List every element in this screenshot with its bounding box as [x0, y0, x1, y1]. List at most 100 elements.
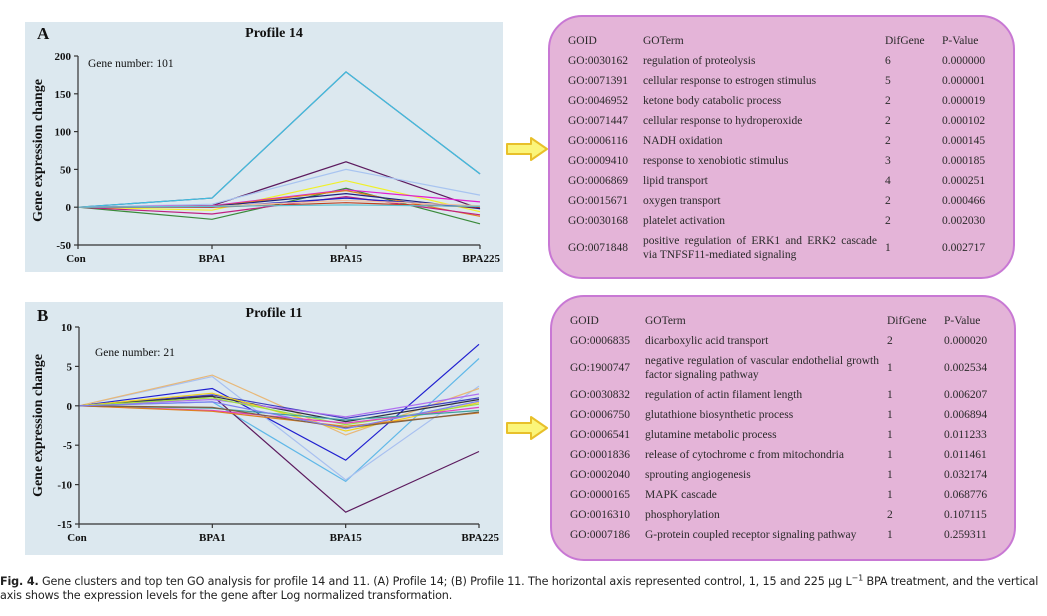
- pvalue-cell: 0.107115: [944, 509, 987, 521]
- table-row: GO:0007186 G-protein coupled receptor sig…: [570, 525, 1004, 545]
- figure-caption: Fig. 4. Gene clusters and top ten GO ana…: [0, 573, 1047, 603]
- caption-text-2: BPA treatment, and the vertical axis sho…: [0, 575, 1039, 602]
- table-row: GO:0016310 phosphorylation 2 0.107115: [570, 505, 1004, 525]
- chart-panel-b: B Profile 11 Gene number: 21 Gene expressio…: [25, 302, 503, 555]
- caption-label: Fig. 4.: [0, 575, 39, 588]
- difgene-cell: 1: [887, 429, 893, 441]
- go-id-cell: GO:0007186: [570, 529, 631, 541]
- y-tick-label: -15: [57, 519, 72, 531]
- y-tick-label: -10: [57, 480, 72, 492]
- go-term-cell: ketone body catabolic process: [643, 95, 782, 107]
- table-row: GO:0071848 positive regulation of ERK1 an…: [568, 231, 1002, 265]
- y-tick-label: 5: [67, 361, 73, 373]
- difgene-cell: 2: [885, 195, 891, 207]
- difgene-cell: 2: [885, 135, 891, 147]
- pvalue-cell: 0.011233: [944, 429, 987, 441]
- series-line-s2: [78, 358, 480, 483]
- profile-11-chart: B Profile 11 Gene number: 21 Gene expressio…: [31, 306, 499, 544]
- difgene-cell: 5: [885, 75, 891, 87]
- table-row: GO:0046952 ketone body catabolic process 2…: [568, 91, 1002, 111]
- go-id-cell: GO:0001836: [570, 449, 631, 461]
- series-line-s4: [77, 168, 481, 208]
- pvalue-cell: 0.000251: [942, 175, 986, 187]
- difgene-cell: 1: [887, 409, 893, 421]
- x-tick-label: Con: [67, 532, 87, 544]
- series-line-s15: [78, 400, 480, 430]
- go-table-box-a: GOID GOTerm DifGene P-Value GO:0030162 regula…: [548, 15, 1015, 279]
- go-id-cell: GO:0071447: [568, 115, 629, 127]
- x-tick-label: BPA225: [462, 253, 500, 265]
- pvalue-cell: 0.000145: [942, 135, 986, 147]
- pvalue-cell: 0.006894: [944, 409, 988, 421]
- pvalue-cell: 0.000001: [942, 75, 986, 87]
- go-id-cell: GO:0006541: [570, 429, 631, 441]
- header-difgene: DifGene: [885, 35, 925, 47]
- difgene-cell: 2: [887, 509, 893, 521]
- y-axis-label: Gene expression change: [31, 354, 46, 497]
- x-tick-label: BPA1: [199, 532, 226, 544]
- pvalue-cell: 0.000185: [942, 155, 986, 167]
- go-id-cell: GO:0046952: [568, 95, 629, 107]
- go-term-cell: phosphorylation: [645, 509, 720, 521]
- y-tick-label: -50: [56, 240, 71, 252]
- go-term-cell: dicarboxylic acid transport: [645, 335, 769, 347]
- go-term-cell: cellular response to hydroperoxide: [643, 115, 803, 127]
- caption-text-1: Gene clusters and top ten GO analysis fo…: [38, 575, 852, 588]
- go-term-cell: glutathione biosynthetic process: [645, 409, 794, 421]
- pvalue-cell: 0.259311: [944, 529, 987, 541]
- header-goid: GOID: [568, 35, 597, 47]
- table-row: GO:0000165 MAPK cascade 1 0.068776: [570, 485, 1004, 505]
- table-row: GO:0015671 oxygen transport 2 0.000466: [568, 191, 1002, 211]
- series-line-s6: [78, 394, 480, 420]
- series-line-s7: [78, 395, 480, 423]
- panel-letter: B: [37, 306, 48, 325]
- chart-panel-a: A Profile 14 Gene number: 101 Gene expressi…: [25, 22, 503, 272]
- x-tick-label: BPA1: [199, 253, 226, 265]
- table-row: GO:0002040 sprouting angiogenesis 1 0.03217…: [570, 465, 1004, 485]
- difgene-cell: 6: [885, 55, 891, 67]
- table-header-row: GOID GOTerm DifGene P-Value: [570, 311, 1004, 331]
- pvalue-cell: 0.000000: [942, 55, 986, 67]
- go-id-cell: GO:0030168: [568, 215, 629, 227]
- series-line-s14: [77, 204, 481, 208]
- x-tick-label: BPA15: [330, 253, 363, 265]
- x-tick-label: BPA15: [330, 532, 363, 544]
- go-id-cell: GO:0002040: [570, 469, 631, 481]
- difgene-cell: 4: [885, 175, 891, 187]
- header-difgene: DifGene: [887, 315, 927, 327]
- y-tick-label: 150: [55, 89, 72, 101]
- header-goterm: GOTerm: [643, 35, 684, 47]
- header-goterm: GOTerm: [645, 315, 686, 327]
- go-id-cell: GO:0071848: [568, 242, 629, 254]
- difgene-cell: 1: [887, 529, 893, 541]
- go-term-cell: platelet activation: [643, 215, 726, 227]
- x-tick-label: BPA225: [461, 532, 499, 544]
- pvalue-cell: 0.000102: [942, 115, 986, 127]
- go-term-cell: response to xenobiotic stimulus: [643, 155, 789, 167]
- series-line-s9: [78, 392, 480, 432]
- go-id-cell: GO:0006750: [570, 409, 631, 421]
- table-row: GO:0071391 cellular response to estrogen …: [568, 71, 1002, 91]
- table-row: GO:0006869 lipid transport 4 0.000251: [568, 171, 1002, 191]
- y-tick-label: -5: [63, 440, 73, 452]
- y-tick-label: 50: [60, 164, 72, 176]
- caption-superscript: −1: [851, 573, 864, 583]
- go-id-cell: GO:0006835: [570, 335, 631, 347]
- pvalue-cell: 0.032174: [944, 469, 988, 481]
- go-id-cell: GO:1900747: [570, 362, 631, 374]
- difgene-cell: 2: [887, 335, 893, 347]
- pvalue-cell: 0.011461: [944, 449, 987, 461]
- table-row: GO:0006116 NADH oxidation 2 0.000145: [568, 131, 1002, 151]
- go-term-cell: regulation of actin filament length: [645, 389, 803, 401]
- go-term-cell: positive regulation of ERK1 and ERK2 cas…: [643, 235, 877, 261]
- pvalue-cell: 0.000020: [944, 335, 988, 347]
- difgene-cell: 3: [885, 155, 891, 167]
- go-id-cell: GO:0000165: [570, 489, 631, 501]
- go-term-cell: G-protein coupled receptor signaling pat…: [645, 529, 857, 541]
- chart-title: Profile 14: [245, 26, 303, 41]
- y-tick-label: 200: [55, 51, 72, 63]
- y-tick-label: 100: [55, 127, 72, 139]
- table-row: GO:0071447 cellular response to hydropero…: [568, 111, 1002, 131]
- pvalue-cell: 0.002534: [944, 362, 988, 374]
- pvalue-cell: 0.002030: [942, 215, 986, 227]
